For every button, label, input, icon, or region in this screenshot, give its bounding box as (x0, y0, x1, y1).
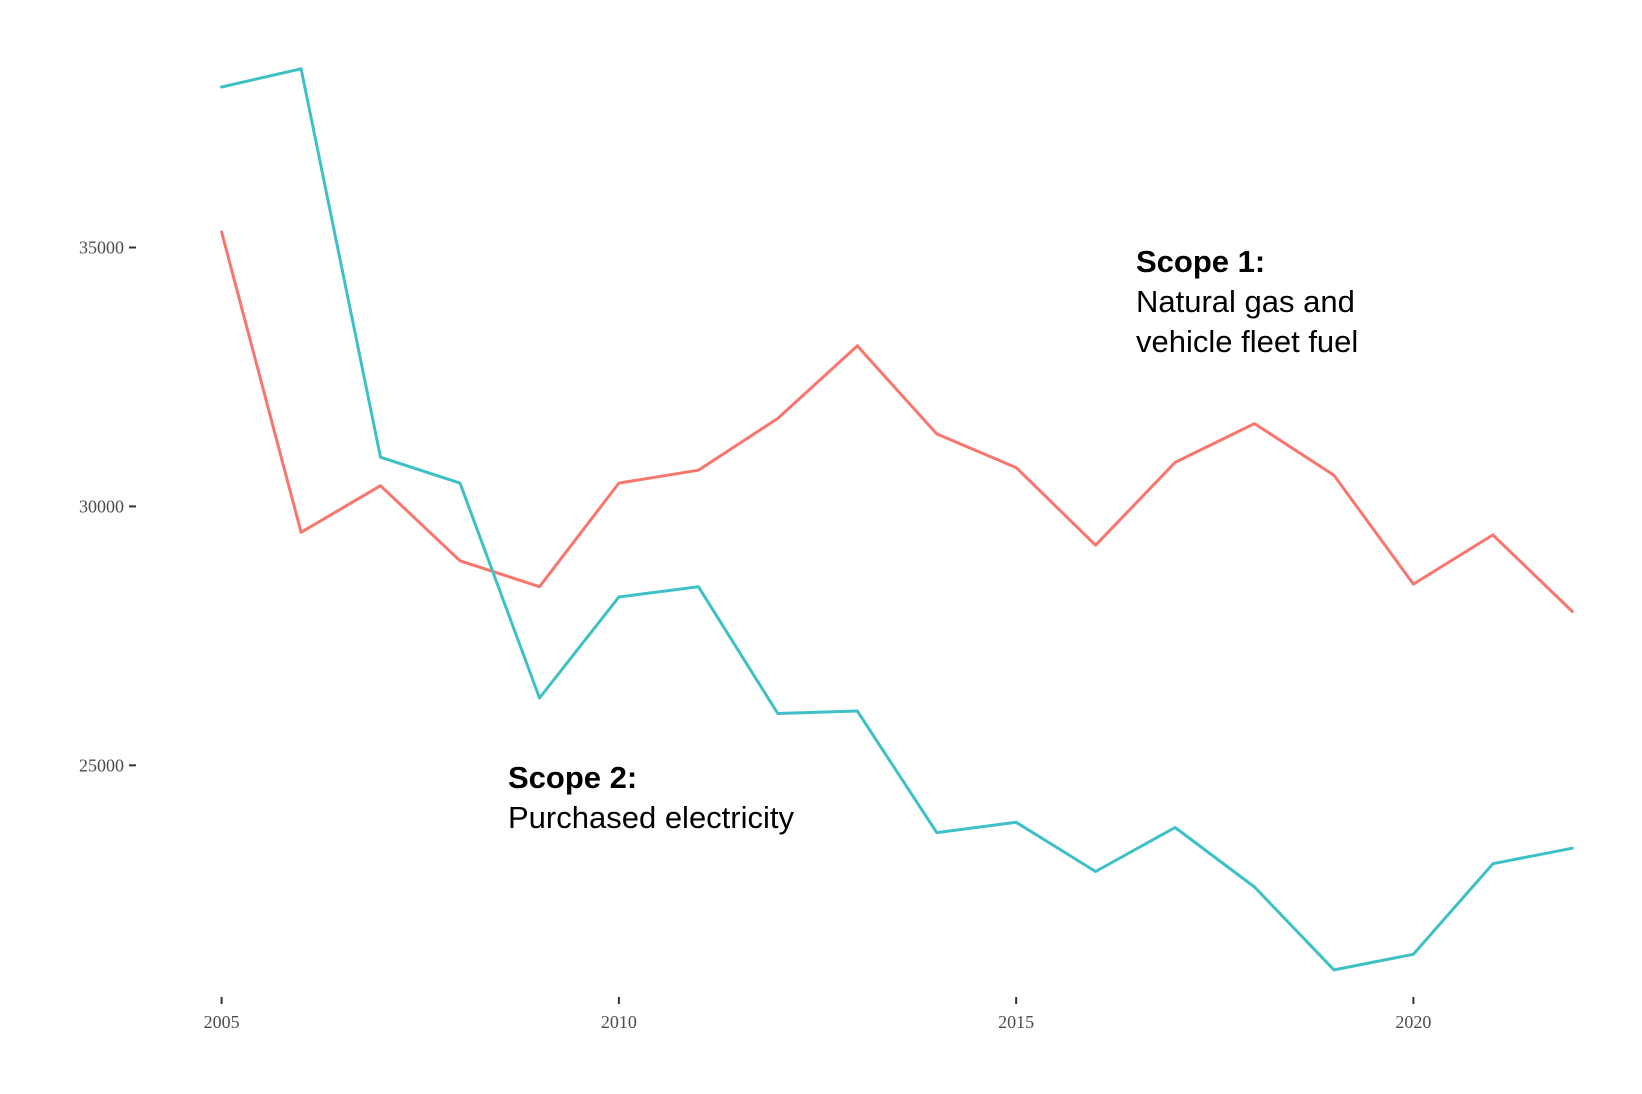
scope2-annotation-line1: Purchased electricity (508, 800, 795, 835)
scope1-annotation-line2: vehicle fleet fuel (1136, 324, 1359, 359)
y-tick-label: 25000 (79, 755, 124, 775)
scope1-annotation: Scope 1: Natural gas and vehicle fleet f… (1136, 242, 1358, 362)
scope2-annotation: Scope 2: Purchased electricity (508, 758, 794, 838)
series-line-scope2 (220, 67, 1574, 972)
scope1-annotation-line1: Natural gas and (1136, 284, 1355, 319)
x-tick-label: 2020 (1395, 1012, 1431, 1032)
series-line-scope1 (220, 230, 1574, 613)
scope2-annotation-title: Scope 2: (508, 760, 638, 795)
y-axis: 25000 30000 35000 (79, 237, 136, 775)
scope1-annotation-title: Scope 1: (1136, 244, 1266, 279)
y-tick-label: 30000 (79, 496, 124, 516)
x-tick-label: 2010 (601, 1012, 637, 1032)
x-axis: 2005 2010 2015 2020 (204, 997, 1431, 1032)
series-layer (220, 67, 1574, 972)
y-tick-label: 35000 (79, 237, 124, 257)
x-tick-label: 2005 (204, 1012, 240, 1032)
x-tick-label: 2015 (998, 1012, 1034, 1032)
